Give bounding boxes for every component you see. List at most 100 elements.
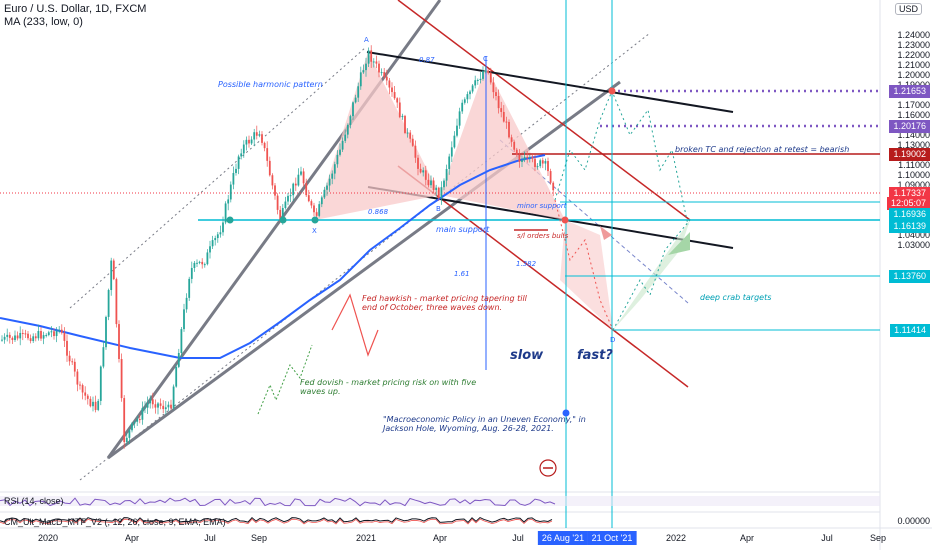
annotation-main-support[interactable]: main support — [436, 225, 490, 234]
rsi-pane-label[interactable]: RSI (14, close) — [4, 496, 64, 506]
time-tick-label: Jul — [512, 533, 524, 543]
annotation-fed-dovish-2[interactable]: waves up. — [300, 387, 341, 396]
harmonic-xab-fill[interactable] — [315, 52, 440, 220]
candle-body — [326, 185, 328, 190]
annotation-broken-tc[interactable]: broken TC and rejection at retest = bear… — [675, 145, 850, 154]
candle-body — [401, 115, 404, 118]
annotation-slow[interactable]: slow — [510, 348, 544, 363]
price-badge[interactable]: 1.17337 — [889, 187, 930, 200]
wave-red-three[interactable] — [331, 293, 379, 357]
annotation-sl-orders[interactable]: s/l orders bulls — [517, 232, 569, 240]
candle-body — [367, 50, 370, 64]
candle-body — [71, 361, 74, 363]
candle-body — [495, 92, 497, 96]
red-channel-upper[interactable] — [397, 0, 691, 221]
candle-body — [45, 334, 48, 336]
red-channel-lower[interactable] — [397, 165, 689, 388]
candle-body — [310, 201, 313, 206]
pattern-point-1[interactable] — [279, 216, 287, 224]
price-badge[interactable]: 1.11414 — [890, 324, 930, 337]
pattern-point-0[interactable] — [226, 216, 234, 224]
candle-body — [453, 135, 456, 148]
candle-body — [417, 157, 419, 169]
candle-body — [6, 334, 9, 337]
price-tick-label: 1.03000 — [897, 240, 930, 250]
candle-body — [471, 85, 474, 92]
candle-body — [201, 261, 204, 265]
candle-body — [16, 335, 19, 339]
annotation-jackson-1[interactable]: "Macroeconomic Policy in an Uneven Econo… — [383, 415, 586, 424]
candle-body — [99, 366, 102, 401]
channel-lower-line[interactable] — [107, 80, 621, 460]
candle-body — [21, 332, 24, 334]
candle-body — [276, 195, 279, 210]
candle-body — [141, 407, 144, 420]
time-highlight-label[interactable]: 26 Aug '21 — [537, 531, 589, 545]
pattern-point-5[interactable] — [562, 409, 570, 417]
candle-body — [508, 121, 510, 138]
candle-body — [515, 149, 518, 155]
ma-233-line[interactable] — [0, 154, 546, 359]
annotation-deep-crab[interactable]: deep crab targets — [700, 293, 772, 302]
channel-upper-line[interactable] — [106, 0, 442, 459]
candle-body — [149, 399, 152, 404]
time-highlight-label[interactable]: 21 Oct '21 — [587, 531, 637, 545]
rsi-band[interactable] — [0, 496, 880, 506]
currency-button[interactable]: USD — [894, 3, 922, 15]
price-badge[interactable]: 1.20176 — [889, 120, 930, 133]
bull-projection-fill[interactable] — [613, 220, 690, 330]
candle-body — [323, 189, 326, 198]
candle-body — [94, 401, 97, 410]
candle-body — [3, 336, 6, 340]
candle-body — [479, 78, 482, 80]
candle-body — [40, 330, 42, 339]
annotation-fed-hawkish-2[interactable]: end of October, three waves down. — [362, 303, 503, 312]
ma-indicator-label[interactable]: MA (233, low, 0) — [4, 16, 83, 28]
candle-body — [521, 160, 523, 162]
candle-body — [307, 195, 310, 202]
candle-body — [73, 361, 76, 372]
trendline-upper-black[interactable] — [366, 51, 734, 113]
price-badge[interactable]: 1.21653 — [889, 85, 930, 98]
projection-red-down[interactable] — [554, 199, 614, 331]
macd-pane-label[interactable]: CM_Ult_MacD_MTF_V2 (, 12, 26, close, 9, … — [4, 517, 226, 527]
annotation-fed-hawkish-1[interactable]: Fed hawkish - market pricing tapering ti… — [362, 294, 527, 303]
candle-body — [47, 332, 50, 335]
macd-signal-line[interactable] — [0, 518, 553, 525]
harmonic-bcd-fill[interactable] — [440, 66, 565, 220]
candle-body — [510, 137, 513, 142]
pattern-point-4[interactable] — [608, 87, 616, 95]
point-label-c: C — [483, 55, 488, 63]
pattern-point-2[interactable] — [311, 216, 319, 224]
channel-dotted-upper[interactable] — [69, 47, 366, 309]
annotation-minor-support[interactable]: minor support — [517, 202, 567, 210]
candle-body — [258, 134, 261, 136]
arrow-green-up[interactable] — [668, 232, 690, 255]
projection-green-d-up[interactable] — [612, 219, 691, 331]
price-badge[interactable]: 1.19002 — [889, 148, 930, 161]
annotation-fast[interactable]: fast? — [577, 348, 613, 363]
candle-body — [131, 423, 133, 431]
candle-body — [315, 212, 318, 216]
price-badge[interactable]: 1.16139 — [889, 220, 930, 233]
price-badge[interactable]: 12:05:07 — [886, 197, 930, 210]
fib-label-1-61: 1.61 — [454, 270, 470, 278]
harmonic-d-fill[interactable] — [560, 220, 613, 330]
channel-dotted-lower[interactable] — [79, 32, 651, 481]
annotation-fed-dovish-1[interactable]: Fed dovish - market pricing risk on with… — [300, 378, 477, 387]
pattern-point-3[interactable] — [561, 216, 569, 224]
candle-body — [159, 403, 162, 406]
annotation-jackson-2[interactable]: Jackson Hole, Wyoming, Aug. 26-28, 2021. — [383, 424, 554, 433]
candle-body — [544, 161, 547, 164]
arrow-red-down[interactable] — [600, 226, 612, 240]
projection-green-up[interactable] — [554, 89, 689, 226]
price-badge[interactable]: 1.13760 — [889, 270, 930, 283]
macd-line[interactable] — [0, 516, 553, 524]
candle-body — [341, 140, 344, 150]
candle-body — [237, 156, 240, 169]
candle-body — [450, 147, 453, 157]
rsi-line[interactable] — [0, 497, 556, 507]
annotation-harmonic[interactable]: Possible harmonic pattern — [218, 80, 323, 89]
price-badge[interactable]: 1.16936 — [889, 208, 930, 221]
